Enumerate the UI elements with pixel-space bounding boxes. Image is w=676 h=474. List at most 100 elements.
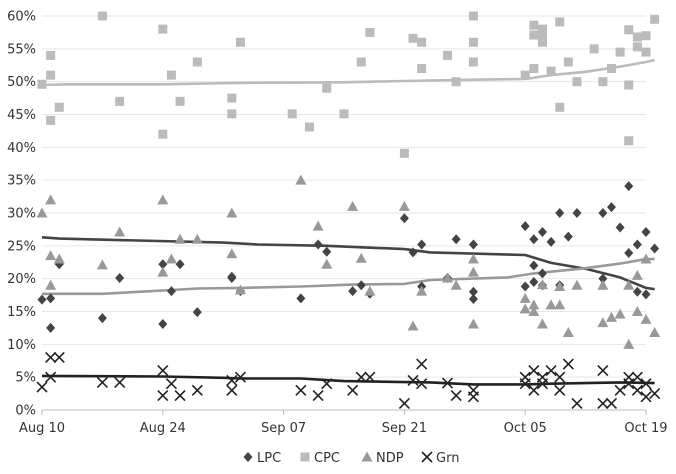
data-point-grn <box>467 391 479 403</box>
data-point-grn <box>597 365 609 377</box>
data-point-grn <box>53 351 65 364</box>
data-point-lpc <box>598 208 608 218</box>
data-point-lpc <box>158 259 168 270</box>
data-point-ndp <box>165 253 177 264</box>
data-point-lpc <box>529 260 539 271</box>
data-point-lpc <box>175 259 185 270</box>
data-point-ndp <box>623 338 635 349</box>
data-point-grn <box>174 389 186 402</box>
data-point-ndp <box>605 311 617 322</box>
data-point-ndp <box>467 318 479 329</box>
data-point-lpc <box>624 181 634 192</box>
data-point-ndp <box>157 266 169 277</box>
data-point-grn <box>441 377 454 389</box>
data-point-ndp <box>519 303 531 314</box>
data-point-lpc <box>451 234 461 245</box>
data-point-ndp <box>640 313 652 324</box>
data-point-ndp <box>631 269 643 280</box>
data-point-grn <box>157 365 169 377</box>
data-point-ndp <box>528 306 540 316</box>
data-point-cpc <box>365 27 375 37</box>
data-point-ndp <box>640 253 652 264</box>
data-point-lpc <box>192 307 202 318</box>
data-point-cpc <box>555 102 565 112</box>
data-point-grn <box>554 384 566 396</box>
x-tick-label: Sep 21 <box>382 421 427 436</box>
data-point-grn <box>312 389 324 402</box>
data-point-grn <box>226 374 238 387</box>
y-tick-label: 35% <box>7 174 36 189</box>
data-point-lpc <box>641 289 651 300</box>
data-point-cpc <box>339 109 349 119</box>
data-point-ndp <box>571 279 583 290</box>
data-point-cpc <box>555 17 565 27</box>
data-point-cpc <box>115 96 125 106</box>
data-point-ndp <box>450 279 462 290</box>
data-point-cpc <box>624 80 634 90</box>
legend-label-grn: Grn <box>436 451 459 466</box>
data-point-ndp <box>597 317 609 328</box>
legend-marker-ndp <box>361 451 373 462</box>
data-point-grn <box>519 378 531 390</box>
data-point-lpc <box>227 273 237 284</box>
data-point-grn <box>416 358 428 370</box>
data-point-cpc <box>468 37 478 47</box>
data-point-grn <box>562 358 574 370</box>
data-point-cpc <box>287 109 297 119</box>
data-point-ndp <box>96 259 108 270</box>
x-tick-label: Aug 10 <box>19 421 65 436</box>
data-point-grn <box>554 371 566 383</box>
data-point-lpc <box>348 286 358 297</box>
data-point-cpc <box>356 57 366 67</box>
data-point-ndp <box>467 253 479 264</box>
data-point-cpc <box>227 109 237 119</box>
data-point-grn <box>571 397 583 409</box>
data-point-cpc <box>46 70 56 80</box>
data-point-lpc <box>572 208 582 218</box>
data-point-cpc <box>46 115 56 125</box>
data-point-cpc <box>563 57 573 67</box>
data-point-grn <box>614 384 626 396</box>
x-tick-label: Oct 19 <box>624 421 667 436</box>
data-point-grn <box>640 378 652 390</box>
data-point-lpc <box>563 231 573 242</box>
data-point-cpc <box>158 129 168 139</box>
data-point-ndp <box>416 285 428 296</box>
data-point-lpc <box>606 202 616 213</box>
trend-lines <box>41 58 655 386</box>
data-point-ndp <box>545 299 557 310</box>
data-point-lpc <box>529 276 539 287</box>
data-point-cpc <box>451 77 461 87</box>
data-point-lpc <box>520 221 530 232</box>
data-point-cpc <box>650 14 660 24</box>
x-tick-label: Aug 24 <box>140 421 186 436</box>
data-point-ndp <box>295 174 307 185</box>
data-point-ndp <box>528 299 540 310</box>
data-point-cpc <box>37 79 47 89</box>
data-point-lpc <box>650 243 660 254</box>
data-point-cpc <box>417 37 427 47</box>
data-point-cpc <box>304 122 314 132</box>
data-point-ndp <box>226 248 238 259</box>
data-point-grn <box>416 378 428 390</box>
y-tick-label: 25% <box>7 239 36 254</box>
data-point-cpc <box>54 102 64 112</box>
y-tick-label: 30% <box>7 207 36 222</box>
data-point-lpc <box>417 239 427 250</box>
data-point-cpc <box>624 136 634 146</box>
data-point-ndp <box>597 279 609 290</box>
data-point-ndp <box>398 200 410 211</box>
data-points <box>36 11 661 409</box>
data-point-lpc <box>46 293 56 304</box>
data-point-lpc <box>529 234 539 245</box>
data-point-cpc <box>158 24 168 34</box>
data-point-cpc <box>443 50 453 60</box>
trend-line-grn <box>41 374 655 386</box>
data-point-ndp <box>53 253 65 264</box>
data-point-lpc <box>546 236 556 247</box>
legend-marker-lpc <box>243 452 253 462</box>
data-point-cpc <box>227 93 237 103</box>
legend-label-ndp: NDP <box>376 451 404 466</box>
data-point-ndp <box>157 194 169 205</box>
